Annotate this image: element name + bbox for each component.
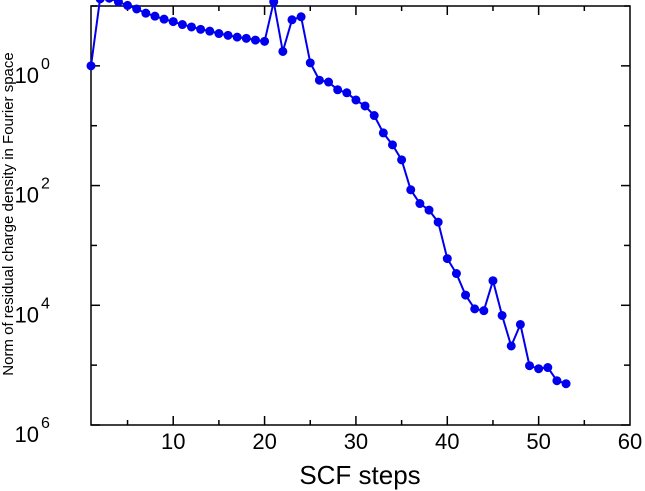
y-tick-label-base: 10 bbox=[15, 63, 39, 88]
data-point bbox=[333, 85, 343, 95]
data-point bbox=[250, 35, 260, 45]
data-point bbox=[415, 199, 425, 209]
data-point bbox=[506, 341, 516, 351]
data-point bbox=[497, 310, 507, 320]
data-point bbox=[296, 12, 306, 22]
data-point bbox=[470, 304, 480, 314]
data-point bbox=[543, 363, 553, 373]
x-axis-title: SCF steps bbox=[299, 460, 420, 490]
data-point bbox=[196, 24, 206, 34]
data-point bbox=[360, 101, 370, 111]
data-point bbox=[105, 0, 114, 3]
x-tick-label: 60 bbox=[618, 429, 642, 454]
data-point bbox=[525, 361, 535, 371]
data-point bbox=[132, 4, 142, 14]
data-point bbox=[150, 11, 160, 21]
x-axis-tick-labels: 10 20 30 40 50 60 bbox=[161, 429, 642, 454]
series-line bbox=[90, 0, 567, 385]
data-point bbox=[186, 22, 196, 32]
y-tick-label-base: 10 bbox=[15, 302, 39, 327]
data-point bbox=[488, 276, 498, 286]
y-tick-label-exponent: 6 bbox=[41, 415, 50, 432]
series-group bbox=[86, 0, 571, 389]
data-point bbox=[534, 364, 544, 374]
data-point bbox=[515, 319, 525, 329]
x-tick-label: 50 bbox=[526, 429, 550, 454]
y-tick-label-exponent: 0 bbox=[41, 56, 50, 73]
plot-frame bbox=[90, 5, 631, 426]
data-point bbox=[141, 8, 151, 18]
data-point bbox=[387, 140, 397, 150]
x-tick-label: 20 bbox=[252, 429, 276, 454]
data-point bbox=[241, 33, 251, 43]
x-tick-label: 40 bbox=[435, 429, 459, 454]
data-point bbox=[269, 0, 279, 7]
data-point bbox=[159, 14, 169, 24]
data-point bbox=[351, 95, 361, 105]
data-point bbox=[305, 58, 315, 68]
data-point bbox=[214, 29, 224, 39]
data-point bbox=[205, 26, 215, 36]
data-point bbox=[324, 77, 334, 87]
data-point bbox=[451, 269, 461, 279]
data-point bbox=[278, 46, 288, 56]
y-axis-ticks bbox=[91, 5, 630, 426]
data-point bbox=[552, 376, 562, 386]
data-point bbox=[397, 155, 407, 165]
data-point bbox=[177, 20, 187, 30]
data-point bbox=[424, 205, 434, 215]
x-axis-ticks bbox=[126, 6, 586, 425]
data-point bbox=[95, 0, 105, 4]
y-axis-title: Norm of residual charge density in Fouri… bbox=[0, 52, 17, 375]
data-point bbox=[314, 75, 324, 85]
y-tick-label-base: 10 bbox=[15, 422, 39, 447]
data-point bbox=[86, 61, 96, 71]
data-point bbox=[123, 0, 133, 10]
data-point bbox=[342, 88, 352, 98]
y-tick-label-base: 10 bbox=[15, 183, 39, 208]
data-point bbox=[406, 185, 416, 195]
data-point bbox=[479, 306, 489, 316]
data-point bbox=[223, 30, 233, 40]
data-point bbox=[260, 36, 270, 46]
data-point bbox=[369, 111, 379, 121]
data-point bbox=[561, 379, 571, 389]
data-point bbox=[433, 217, 443, 227]
x-tick-label: 30 bbox=[344, 429, 368, 454]
data-point bbox=[168, 17, 178, 27]
data-point bbox=[378, 128, 388, 138]
y-tick-label-exponent: 4 bbox=[41, 295, 50, 312]
data-point bbox=[232, 32, 242, 42]
y-tick-label-exponent: 2 bbox=[41, 176, 50, 193]
data-point bbox=[287, 15, 297, 25]
data-point bbox=[113, 0, 123, 7]
data-point bbox=[461, 290, 471, 300]
data-point bbox=[442, 254, 452, 264]
x-tick-label: 10 bbox=[161, 429, 185, 454]
